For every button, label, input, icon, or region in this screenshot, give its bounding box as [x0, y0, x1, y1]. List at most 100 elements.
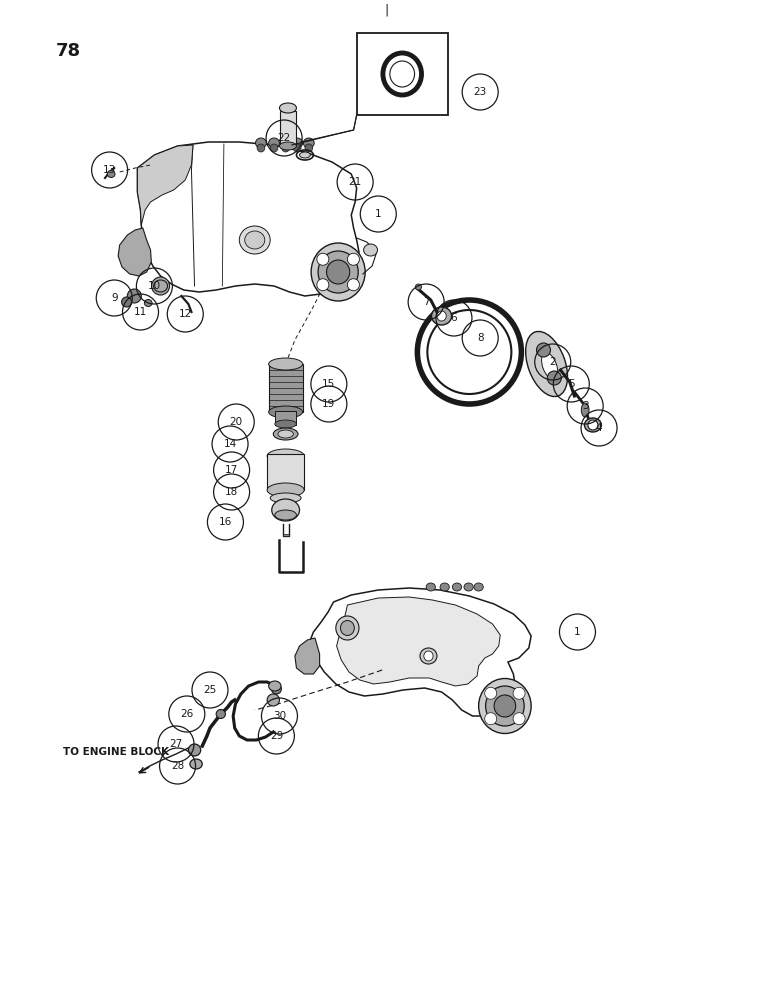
Ellipse shape — [272, 499, 300, 521]
Text: 30: 30 — [273, 711, 286, 721]
Ellipse shape — [420, 648, 437, 664]
Circle shape — [192, 760, 200, 768]
Ellipse shape — [144, 300, 152, 306]
Ellipse shape — [267, 694, 279, 706]
Text: 8: 8 — [477, 333, 483, 343]
Ellipse shape — [273, 428, 298, 440]
Polygon shape — [295, 638, 320, 674]
Circle shape — [190, 745, 199, 755]
Ellipse shape — [269, 406, 303, 418]
Text: |: | — [384, 3, 388, 16]
Text: 9: 9 — [111, 293, 117, 303]
Ellipse shape — [190, 759, 202, 769]
Circle shape — [317, 253, 329, 265]
Ellipse shape — [275, 510, 296, 520]
Text: 6: 6 — [451, 313, 457, 323]
Ellipse shape — [584, 418, 601, 432]
Ellipse shape — [279, 142, 296, 150]
Ellipse shape — [432, 307, 452, 325]
Ellipse shape — [245, 231, 265, 249]
Ellipse shape — [437, 311, 446, 321]
Ellipse shape — [269, 138, 279, 148]
Ellipse shape — [280, 138, 291, 148]
Ellipse shape — [257, 144, 265, 152]
Polygon shape — [337, 597, 500, 686]
Ellipse shape — [269, 681, 281, 691]
Ellipse shape — [216, 710, 225, 718]
Text: TO ENGINE BLOCK: TO ENGINE BLOCK — [63, 747, 169, 757]
Ellipse shape — [327, 260, 350, 284]
Ellipse shape — [278, 430, 293, 438]
Circle shape — [127, 289, 141, 303]
Circle shape — [485, 687, 496, 699]
Text: 2: 2 — [550, 357, 556, 367]
Circle shape — [347, 279, 360, 291]
Text: 14: 14 — [223, 439, 237, 449]
Ellipse shape — [279, 103, 296, 113]
Ellipse shape — [318, 251, 358, 293]
Ellipse shape — [474, 583, 483, 591]
Bar — [280, 111, 296, 146]
Ellipse shape — [270, 144, 278, 152]
Circle shape — [537, 343, 550, 357]
Ellipse shape — [479, 678, 531, 734]
Text: 19: 19 — [322, 399, 336, 409]
Ellipse shape — [542, 353, 557, 379]
Circle shape — [513, 713, 525, 725]
Text: 15: 15 — [322, 379, 336, 389]
Circle shape — [547, 371, 561, 385]
Text: 10: 10 — [147, 281, 161, 291]
Ellipse shape — [415, 284, 422, 290]
Circle shape — [317, 279, 329, 291]
Text: 1: 1 — [574, 627, 581, 637]
Ellipse shape — [581, 403, 589, 417]
Circle shape — [513, 687, 525, 699]
Text: 21: 21 — [348, 177, 362, 187]
Ellipse shape — [526, 331, 567, 397]
Circle shape — [272, 684, 281, 694]
Ellipse shape — [424, 651, 433, 661]
Text: 20: 20 — [229, 417, 243, 427]
Ellipse shape — [336, 616, 359, 640]
Ellipse shape — [256, 138, 266, 148]
Text: 18: 18 — [225, 487, 239, 497]
Text: 1: 1 — [375, 209, 381, 219]
Bar — [269, 364, 303, 412]
Text: 17: 17 — [225, 465, 239, 475]
Circle shape — [347, 253, 360, 265]
Ellipse shape — [300, 152, 310, 158]
Ellipse shape — [303, 138, 314, 148]
Text: 13: 13 — [103, 165, 117, 175]
Bar — [267, 454, 304, 490]
Ellipse shape — [464, 583, 473, 591]
Text: 7: 7 — [423, 297, 429, 307]
Circle shape — [122, 297, 131, 307]
Ellipse shape — [293, 144, 301, 152]
Ellipse shape — [269, 358, 303, 370]
Polygon shape — [118, 228, 151, 276]
Bar — [357, 33, 448, 115]
Text: 78: 78 — [56, 42, 81, 60]
Circle shape — [588, 420, 598, 430]
Text: 23: 23 — [473, 87, 487, 97]
Text: 5: 5 — [568, 379, 574, 389]
Ellipse shape — [267, 483, 304, 497]
Bar — [275, 411, 296, 425]
Text: 29: 29 — [269, 731, 283, 741]
Ellipse shape — [305, 144, 313, 152]
Bar — [283, 534, 289, 536]
Text: 25: 25 — [203, 685, 217, 695]
Text: 27: 27 — [169, 739, 183, 749]
Polygon shape — [137, 145, 193, 225]
Ellipse shape — [311, 243, 365, 301]
Ellipse shape — [340, 620, 354, 636]
Ellipse shape — [440, 583, 449, 591]
Ellipse shape — [486, 686, 524, 726]
Ellipse shape — [292, 138, 303, 148]
Text: 3: 3 — [582, 401, 588, 411]
Text: 22: 22 — [277, 133, 291, 143]
Ellipse shape — [452, 583, 462, 591]
Text: 11: 11 — [134, 307, 147, 317]
Ellipse shape — [188, 744, 201, 756]
Text: 28: 28 — [171, 761, 185, 771]
